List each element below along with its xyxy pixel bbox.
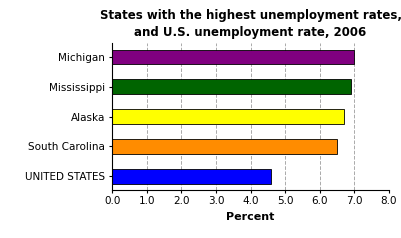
Bar	[112, 139, 337, 154]
Bar	[112, 79, 351, 94]
Bar	[112, 109, 344, 124]
Title: States with the highest unemployment rates,
and U.S. unemployment rate, 2006: States with the highest unemployment rat…	[99, 9, 401, 39]
Bar	[112, 50, 354, 64]
Bar	[112, 169, 271, 184]
X-axis label: Percent: Percent	[227, 212, 275, 222]
